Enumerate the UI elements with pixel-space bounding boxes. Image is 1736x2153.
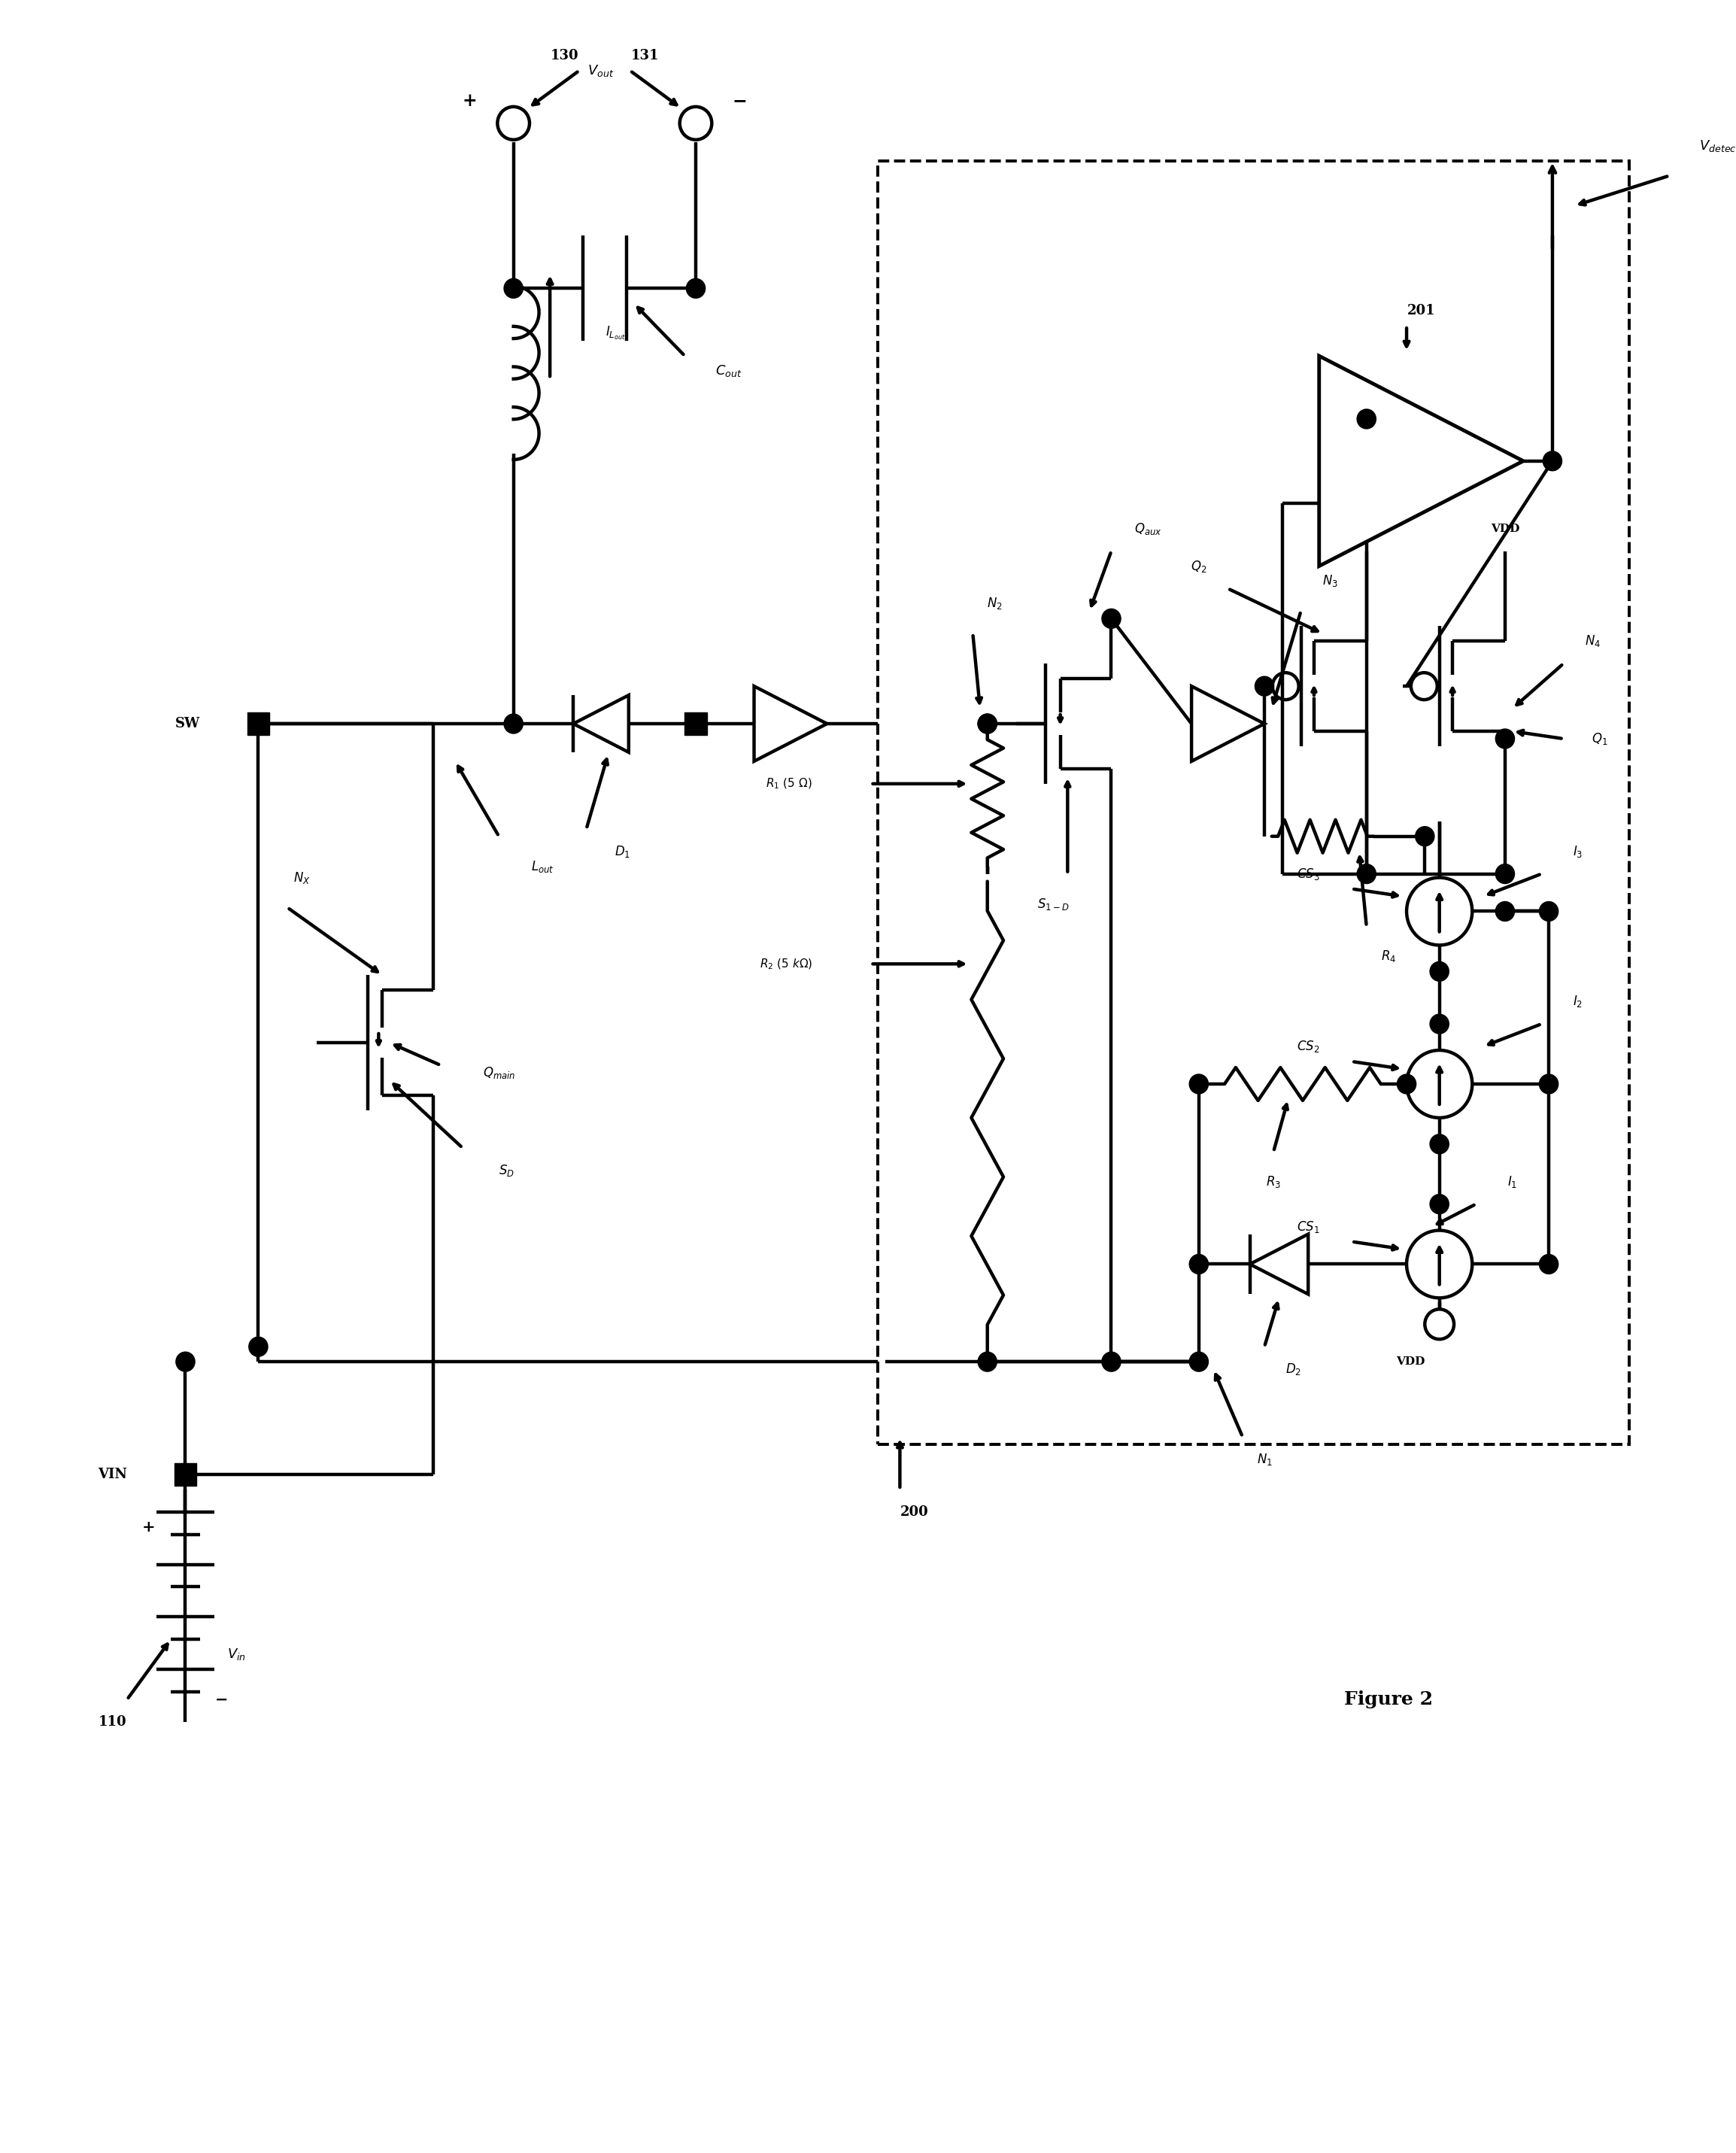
Circle shape — [248, 1337, 267, 1356]
Circle shape — [1425, 1309, 1455, 1339]
Text: $CS_1$: $CS_1$ — [1297, 1219, 1319, 1234]
Circle shape — [1495, 730, 1514, 749]
Text: 201: 201 — [1408, 304, 1436, 319]
Circle shape — [1102, 1352, 1121, 1371]
Text: $V_{out}$: $V_{out}$ — [589, 62, 615, 78]
Text: 110: 110 — [99, 1716, 127, 1729]
Text: $L_{out}$: $L_{out}$ — [531, 859, 554, 874]
Circle shape — [1540, 902, 1559, 921]
Circle shape — [1540, 1255, 1559, 1275]
Text: $CS_2$: $CS_2$ — [1297, 1040, 1319, 1055]
Polygon shape — [753, 687, 826, 762]
Circle shape — [1189, 1352, 1208, 1371]
Circle shape — [1397, 1074, 1417, 1094]
Circle shape — [1102, 609, 1121, 629]
Text: $V_{in}$: $V_{in}$ — [227, 1647, 247, 1662]
Circle shape — [977, 715, 996, 734]
Circle shape — [1255, 676, 1274, 695]
Circle shape — [1189, 1255, 1208, 1275]
Circle shape — [681, 108, 712, 140]
Text: $I_3$: $I_3$ — [1573, 844, 1583, 859]
Text: $N_1$: $N_1$ — [1257, 1451, 1272, 1466]
Circle shape — [503, 715, 523, 734]
Polygon shape — [1319, 355, 1522, 566]
Text: −: − — [215, 1692, 229, 1707]
Text: $R_4$: $R_4$ — [1380, 949, 1396, 965]
Text: $N_2$: $N_2$ — [986, 596, 1002, 611]
Circle shape — [1540, 1074, 1559, 1094]
Polygon shape — [1250, 1234, 1309, 1294]
Text: Figure 2: Figure 2 — [1344, 1690, 1432, 1709]
Circle shape — [1495, 902, 1514, 921]
Text: $Q_{aux}$: $Q_{aux}$ — [1134, 521, 1161, 536]
Text: $R_2\ (5\ k\Omega)$: $R_2\ (5\ k\Omega)$ — [759, 956, 812, 971]
Text: $I_2$: $I_2$ — [1573, 995, 1583, 1010]
Text: $N_4$: $N_4$ — [1585, 633, 1601, 648]
Text: $D_2$: $D_2$ — [1286, 1361, 1302, 1376]
Circle shape — [686, 278, 705, 297]
Text: 130: 130 — [550, 50, 578, 62]
Circle shape — [977, 1352, 996, 1371]
Circle shape — [1495, 863, 1514, 883]
Circle shape — [977, 715, 996, 734]
Bar — [878, 161, 1628, 1445]
Text: +: + — [462, 93, 477, 110]
Polygon shape — [1191, 687, 1264, 762]
Text: $N_3$: $N_3$ — [1323, 573, 1338, 588]
Text: VIN: VIN — [97, 1468, 127, 1481]
Circle shape — [175, 1352, 194, 1371]
Text: SW: SW — [175, 717, 200, 730]
Bar — [247, 713, 269, 734]
Text: VDD: VDD — [1396, 1356, 1425, 1367]
Text: VDD: VDD — [1352, 523, 1380, 534]
Circle shape — [1358, 863, 1377, 883]
Text: $I_{L_{out}}$: $I_{L_{out}}$ — [606, 325, 625, 342]
Text: $D_1$: $D_1$ — [615, 844, 630, 859]
Circle shape — [1189, 1074, 1208, 1094]
Circle shape — [498, 108, 529, 140]
Text: $R_3$: $R_3$ — [1266, 1173, 1281, 1188]
Text: $S_{1-D}$: $S_{1-D}$ — [1036, 896, 1069, 911]
Text: −: − — [733, 93, 746, 110]
Polygon shape — [573, 695, 628, 751]
Text: $Q_2$: $Q_2$ — [1191, 558, 1207, 573]
Circle shape — [503, 278, 523, 297]
Text: 131: 131 — [630, 50, 660, 62]
Circle shape — [1430, 1014, 1450, 1033]
Text: $N_X$: $N_X$ — [293, 870, 311, 885]
Text: $Q_1$: $Q_1$ — [1592, 732, 1608, 747]
Circle shape — [1430, 1135, 1450, 1154]
Circle shape — [1543, 452, 1562, 472]
Bar — [684, 713, 707, 734]
Text: $CS_3$: $CS_3$ — [1297, 866, 1319, 881]
Text: +: + — [142, 1520, 156, 1535]
Text: −: − — [1359, 491, 1371, 504]
Text: $V_{detect}$: $V_{detect}$ — [1700, 138, 1736, 153]
Text: $C_{out}$: $C_{out}$ — [715, 364, 741, 379]
Circle shape — [1430, 962, 1450, 982]
Circle shape — [1415, 827, 1434, 846]
Circle shape — [1358, 409, 1377, 428]
Text: VDD: VDD — [1491, 523, 1519, 534]
Text: $R_1\ (5\ \Omega)$: $R_1\ (5\ \Omega)$ — [766, 777, 812, 790]
Text: $S_D$: $S_D$ — [498, 1163, 514, 1178]
Text: $Q_{main}$: $Q_{main}$ — [483, 1066, 516, 1081]
Text: $I_1$: $I_1$ — [1507, 1173, 1517, 1188]
Bar — [174, 1464, 196, 1486]
Text: GND: GND — [753, 717, 790, 730]
Circle shape — [1430, 1195, 1450, 1214]
Text: 200: 200 — [899, 1505, 929, 1518]
Text: +: + — [1359, 418, 1371, 431]
